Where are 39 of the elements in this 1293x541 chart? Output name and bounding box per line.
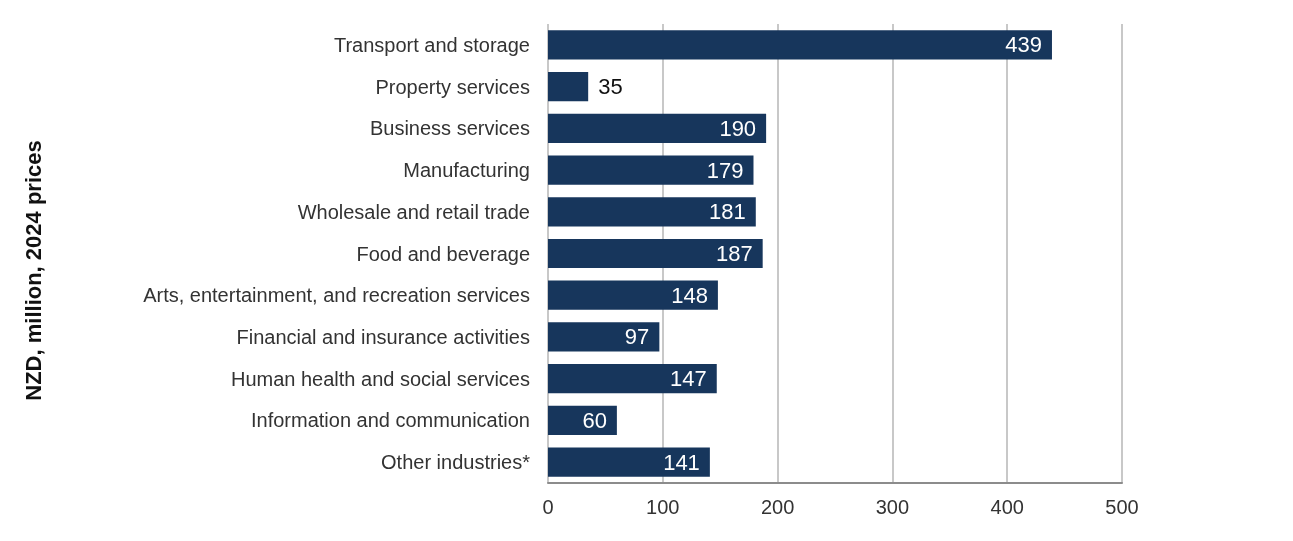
y-tick-label: Transport and storage — [333, 33, 530, 56]
y-tick-label: Human health and social services — [230, 367, 530, 390]
data-label: 190 — [719, 115, 757, 141]
y-tick-label: Information and communication — [250, 409, 530, 432]
bar — [548, 155, 754, 185]
data-label: 141 — [663, 449, 700, 475]
y-tick-label: Other industries* — [381, 451, 531, 474]
data-label: 97 — [624, 324, 650, 350]
bar — [548, 71, 589, 102]
y-tick-label: Property services — [375, 75, 530, 98]
bar — [548, 280, 718, 310]
data-label: 148 — [671, 282, 708, 308]
x-tick-label: 400 — [990, 496, 1024, 518]
y-tick-label: Wholesale and retail trade — [297, 200, 530, 223]
y-tick-label: Financial and insurance activities — [236, 325, 530, 348]
y-tick-label: Food and beverage — [356, 242, 530, 265]
data-label: 35 — [598, 74, 623, 100]
data-label: 60 — [582, 407, 607, 433]
x-tick-label: 300 — [875, 496, 910, 518]
bar — [548, 30, 1052, 60]
data-label: 147 — [670, 366, 707, 392]
data-label: 181 — [709, 199, 746, 225]
y-axis-title: NZD, million, 2024 prices — [20, 140, 46, 401]
bar — [548, 364, 717, 394]
y-tick-label: Arts, entertainment, and recreation services — [143, 284, 530, 307]
x-tick-label: 200 — [760, 496, 795, 518]
y-tick-label: Manufacturing — [403, 159, 530, 182]
bar — [548, 197, 756, 227]
x-tick-label: 500 — [1105, 496, 1139, 518]
x-tick-label: 0 — [542, 496, 554, 518]
bar — [548, 113, 767, 143]
x-tick-label: 100 — [646, 496, 680, 518]
bar — [548, 447, 710, 477]
data-label: 439 — [1005, 32, 1042, 58]
bar — [548, 322, 660, 352]
bar — [548, 238, 763, 269]
data-label: 179 — [706, 157, 744, 183]
y-tick-label: Business services — [369, 117, 530, 140]
data-label: 187 — [715, 241, 753, 266]
